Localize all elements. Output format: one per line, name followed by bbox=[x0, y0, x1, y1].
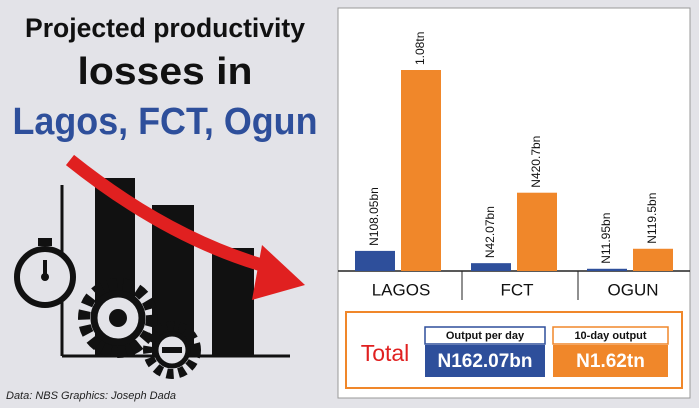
x-tick-label: OGUN bbox=[608, 280, 659, 299]
title-line: Projected productivity bbox=[25, 13, 305, 43]
legend-label: 10-day output bbox=[574, 330, 646, 342]
value-label: N108.05bn bbox=[367, 187, 381, 246]
x-tick-label: LAGOS bbox=[372, 280, 431, 299]
total-box bbox=[425, 345, 545, 377]
bar bbox=[401, 70, 441, 271]
value-label: N119.5bn bbox=[645, 193, 659, 244]
value-label: 1.08tn bbox=[413, 32, 427, 65]
total-value: N162.07bn bbox=[437, 351, 532, 372]
value-label: N420.7bn bbox=[529, 136, 543, 188]
title-line: losses in bbox=[78, 51, 253, 93]
legend-label: Output per day bbox=[446, 330, 525, 342]
total-value: N1.62tn bbox=[576, 351, 645, 372]
bar bbox=[633, 248, 673, 271]
value-label: N42.07bn bbox=[483, 206, 497, 258]
bar bbox=[517, 192, 557, 271]
credit: Data: NBS Graphics: Joseph Dada bbox=[6, 390, 176, 402]
legend-box bbox=[552, 326, 669, 345]
legend-box bbox=[424, 326, 546, 345]
totals-label: Total bbox=[361, 340, 410, 366]
value-label: N11.95bn bbox=[599, 213, 613, 264]
bar bbox=[471, 263, 511, 271]
x-tick-label: FCT bbox=[500, 280, 533, 299]
bar bbox=[587, 268, 627, 271]
bar bbox=[355, 250, 395, 271]
title-line: Lagos, FCT, Ogun bbox=[13, 101, 318, 143]
totals-box bbox=[345, 311, 683, 389]
total-box bbox=[553, 345, 668, 377]
illustration bbox=[14, 154, 305, 379]
